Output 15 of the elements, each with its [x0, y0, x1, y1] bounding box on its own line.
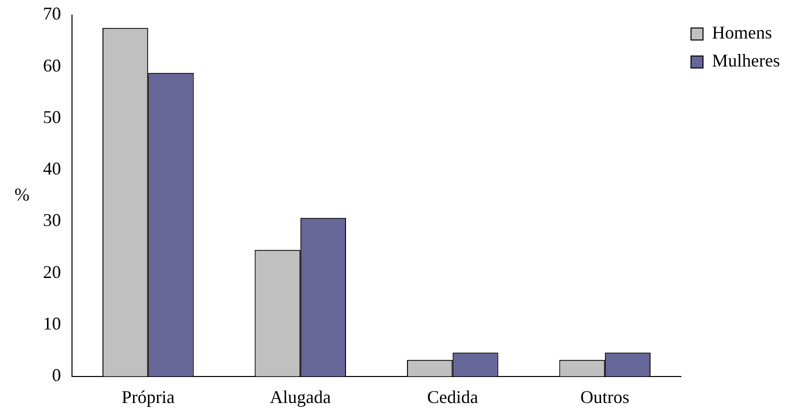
y-tick-label: 30 — [43, 210, 61, 230]
y-tick-label: 10 — [43, 314, 61, 334]
y-tick-label: 20 — [43, 262, 61, 282]
x-tick-label: Alugada — [270, 386, 331, 407]
legend-label: Homens — [712, 22, 772, 43]
x-tick-label: Cedida — [427, 386, 478, 407]
y-tick-label: 0 — [52, 365, 61, 386]
y-tick-label: 60 — [43, 55, 61, 76]
y-tick-label: 70 — [43, 4, 61, 24]
y-tick-label: 40 — [43, 158, 61, 179]
x-tick-label: Própria — [122, 386, 175, 407]
x-tick-label: Outros — [580, 386, 630, 407]
y-axis-title: % — [14, 184, 30, 204]
y-tick-label: 50 — [43, 106, 61, 127]
legend-label: Mulheres — [712, 50, 780, 71]
